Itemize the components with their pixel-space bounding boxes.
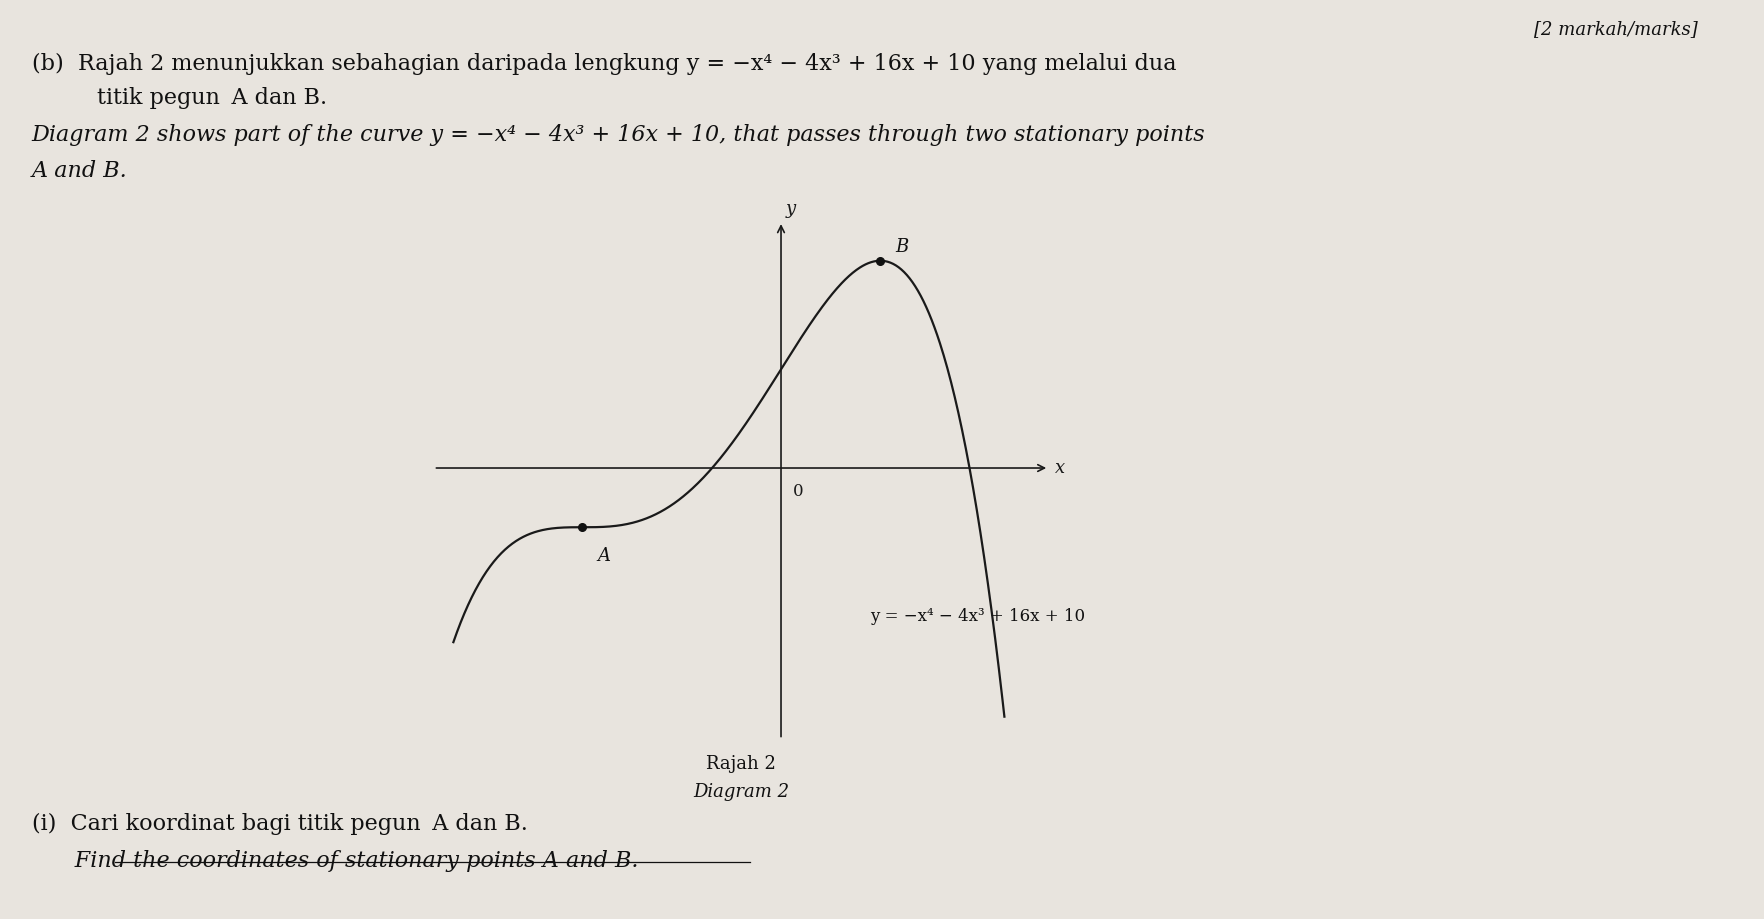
- Text: Find the coordinates of stationary points A and B.: Find the coordinates of stationary point…: [32, 850, 639, 872]
- Text: y: y: [785, 200, 796, 219]
- Text: [2 markah/marks]: [2 markah/marks]: [1533, 20, 1697, 39]
- Text: Diagram 2: Diagram 2: [693, 783, 789, 801]
- Text: A: A: [596, 547, 610, 565]
- Text: A and B.: A and B.: [32, 160, 127, 182]
- Text: (b)  Rajah 2 menunjukkan sebahagian daripada lengkung y = −x⁴ − 4x³ + 16x + 10 y: (b) Rajah 2 menunjukkan sebahagian darip…: [32, 53, 1175, 75]
- Text: Diagram 2 shows part of the curve y = −x⁴ − 4x³ + 16x + 10, that passes through : Diagram 2 shows part of the curve y = −x…: [32, 124, 1205, 146]
- Text: y = −x⁴ − 4x³ + 16x + 10: y = −x⁴ − 4x³ + 16x + 10: [870, 607, 1085, 625]
- Text: 0: 0: [792, 482, 803, 500]
- Text: Rajah 2: Rajah 2: [706, 755, 776, 774]
- Text: titik pegun  A dan B.: titik pegun A dan B.: [97, 87, 326, 109]
- Text: (i)  Cari koordinat bagi titik pegun  A dan B.: (i) Cari koordinat bagi titik pegun A da…: [32, 813, 527, 835]
- Text: x: x: [1055, 459, 1064, 477]
- Text: B: B: [894, 238, 908, 255]
